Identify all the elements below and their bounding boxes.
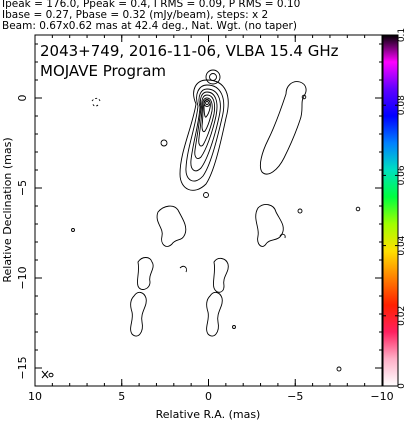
total-intensity-contours [71, 69, 229, 337]
header-line-1: Ipeak = 176.0, Ppeak = 0.4, I RMS = 0.09… [2, 0, 301, 10]
core-contour [179, 79, 229, 191]
core-contour [185, 84, 225, 182]
jet-contour [156, 205, 187, 247]
pol-contour [279, 233, 286, 239]
north-blob-contour [209, 73, 217, 81]
pol-contour [206, 291, 223, 337]
isolated-contour [203, 192, 209, 198]
x-tick-label: 0 [205, 390, 212, 403]
map-subtitle: MOJAVE Program [40, 62, 166, 80]
colorbar-tick-label: 0.08 [397, 95, 407, 115]
core-contour [203, 99, 211, 107]
header-line-3: Beam: 0.67x0.62 mas at 42.4 deg., Nat. W… [2, 20, 297, 32]
core-contour [198, 94, 216, 147]
beam-marker [41, 370, 54, 379]
colorbar [382, 34, 399, 387]
plot-frame [34, 34, 383, 387]
y-tick-label: −10 [16, 266, 29, 289]
isolated-contour [91, 97, 101, 107]
isolated-contour [160, 139, 168, 147]
x-tick-label: −10 [370, 390, 393, 403]
axis-ticks: 10 5 0 −5 −10 0 −5 −10 −15 [16, 35, 394, 403]
core-contour [201, 97, 213, 133]
core-contour [190, 88, 221, 172]
x-tick-label: −5 [287, 390, 303, 403]
pol-contour [232, 325, 236, 329]
pol-contour [301, 94, 307, 100]
x-tick-label: 5 [118, 390, 125, 403]
header-line-2: Ibase = 0.27, Pbase = 0.32 (mJy/beam), s… [2, 9, 269, 21]
y-tick-label: −15 [16, 356, 29, 379]
isolated-contour [71, 228, 75, 232]
y-tick-label: −5 [16, 180, 29, 196]
pol-contour [255, 204, 284, 247]
pol-contour [259, 81, 307, 175]
x-tick-label: 10 [28, 390, 42, 403]
colorbar-tick-label: 0.04 [397, 235, 407, 255]
colorbar-tick-label: 0.02 [397, 306, 407, 326]
pol-contour [355, 206, 361, 212]
polarized-intensity-contours [206, 81, 361, 372]
colorbar-ticks: 0 0.02 0.04 0.06 0.08 0.1 [383, 28, 407, 389]
jet-contour [179, 265, 187, 273]
core-contour [205, 100, 209, 106]
core-contour [194, 91, 218, 160]
north-blob-contour [205, 69, 221, 85]
pol-contour [336, 366, 342, 372]
y-axis-title: Relative Declination (mas) [1, 137, 14, 282]
pol-contour [212, 257, 229, 293]
colorbar-tick-label: 0.1 [397, 28, 407, 42]
colorbar-tick-label: 0 [397, 383, 407, 389]
pol-contour [297, 208, 303, 214]
jet-contour [130, 291, 147, 337]
colorbar-tick-label: 0.06 [397, 165, 407, 185]
core-contour [203, 99, 211, 118]
map-title: 2043+749, 2016-11-06, VLBA 15.4 GHz [40, 42, 339, 60]
x-axis-title: Relative R.A. (mas) [156, 408, 261, 421]
y-tick-label: 0 [16, 95, 29, 102]
jet-contour [136, 257, 154, 290]
